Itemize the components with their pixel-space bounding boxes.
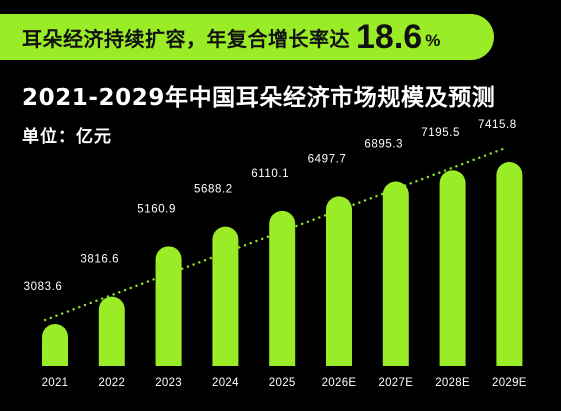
value-label-2026E: 6497.7 <box>308 153 347 165</box>
bar-2029E <box>496 161 523 366</box>
value-label-2021: 3083.6 <box>24 281 63 293</box>
value-label-2027E: 6895.3 <box>364 138 403 150</box>
growth-banner: 耳朵经济持续扩容，年复合增长率达 18.6 % <box>0 14 494 60</box>
banner-growth-unit: % <box>425 31 441 50</box>
bar-2024 <box>212 226 239 366</box>
banner-text: 耳朵经济持续扩容，年复合增长率达 <box>22 26 350 51</box>
bar-2022 <box>98 296 125 366</box>
bar-2027E <box>382 181 409 366</box>
x-label-2026E: 2026E <box>322 377 357 389</box>
value-label-2022: 3816.6 <box>80 254 119 266</box>
x-label-2027E: 2027E <box>378 377 413 389</box>
x-axis-labels-group: 2021 2022 2023 2024 2025 2026E 2027E 2028E 2029E <box>42 377 527 389</box>
x-label-2023: 2023 <box>155 377 182 389</box>
unit-label: 单位：亿元 <box>22 127 112 147</box>
bar-2021 <box>42 324 68 366</box>
x-label-2028E: 2028E <box>435 377 470 389</box>
x-label-2025: 2025 <box>269 377 296 389</box>
value-label-2029E: 7415.8 <box>478 119 517 131</box>
x-label-2029E: 2029E <box>492 377 527 389</box>
value-label-2023: 5160.9 <box>137 203 176 215</box>
value-label-2028E: 7195.5 <box>421 127 460 139</box>
x-label-2021: 2021 <box>42 377 69 389</box>
value-labels-group: 3083.6 3816.6 5160.9 5688.2 6110.1 6497.7 6895… <box>24 119 517 293</box>
x-label-2024: 2024 <box>212 377 239 389</box>
x-label-2022: 2022 <box>98 377 125 389</box>
bar-2026E <box>326 196 352 366</box>
trend-line <box>43 146 507 322</box>
banner-growth-value: 18.6 <box>356 18 423 56</box>
value-label-2025: 6110.1 <box>251 168 289 180</box>
bar-2028E <box>439 170 466 366</box>
value-label-2024: 5688.2 <box>194 184 233 196</box>
bar-2025 <box>269 210 296 366</box>
bars-group <box>42 161 523 366</box>
bar-2023 <box>155 246 182 366</box>
chart-title: 2021-2029年中国耳朵经济市场规模及预测 <box>22 85 496 111</box>
